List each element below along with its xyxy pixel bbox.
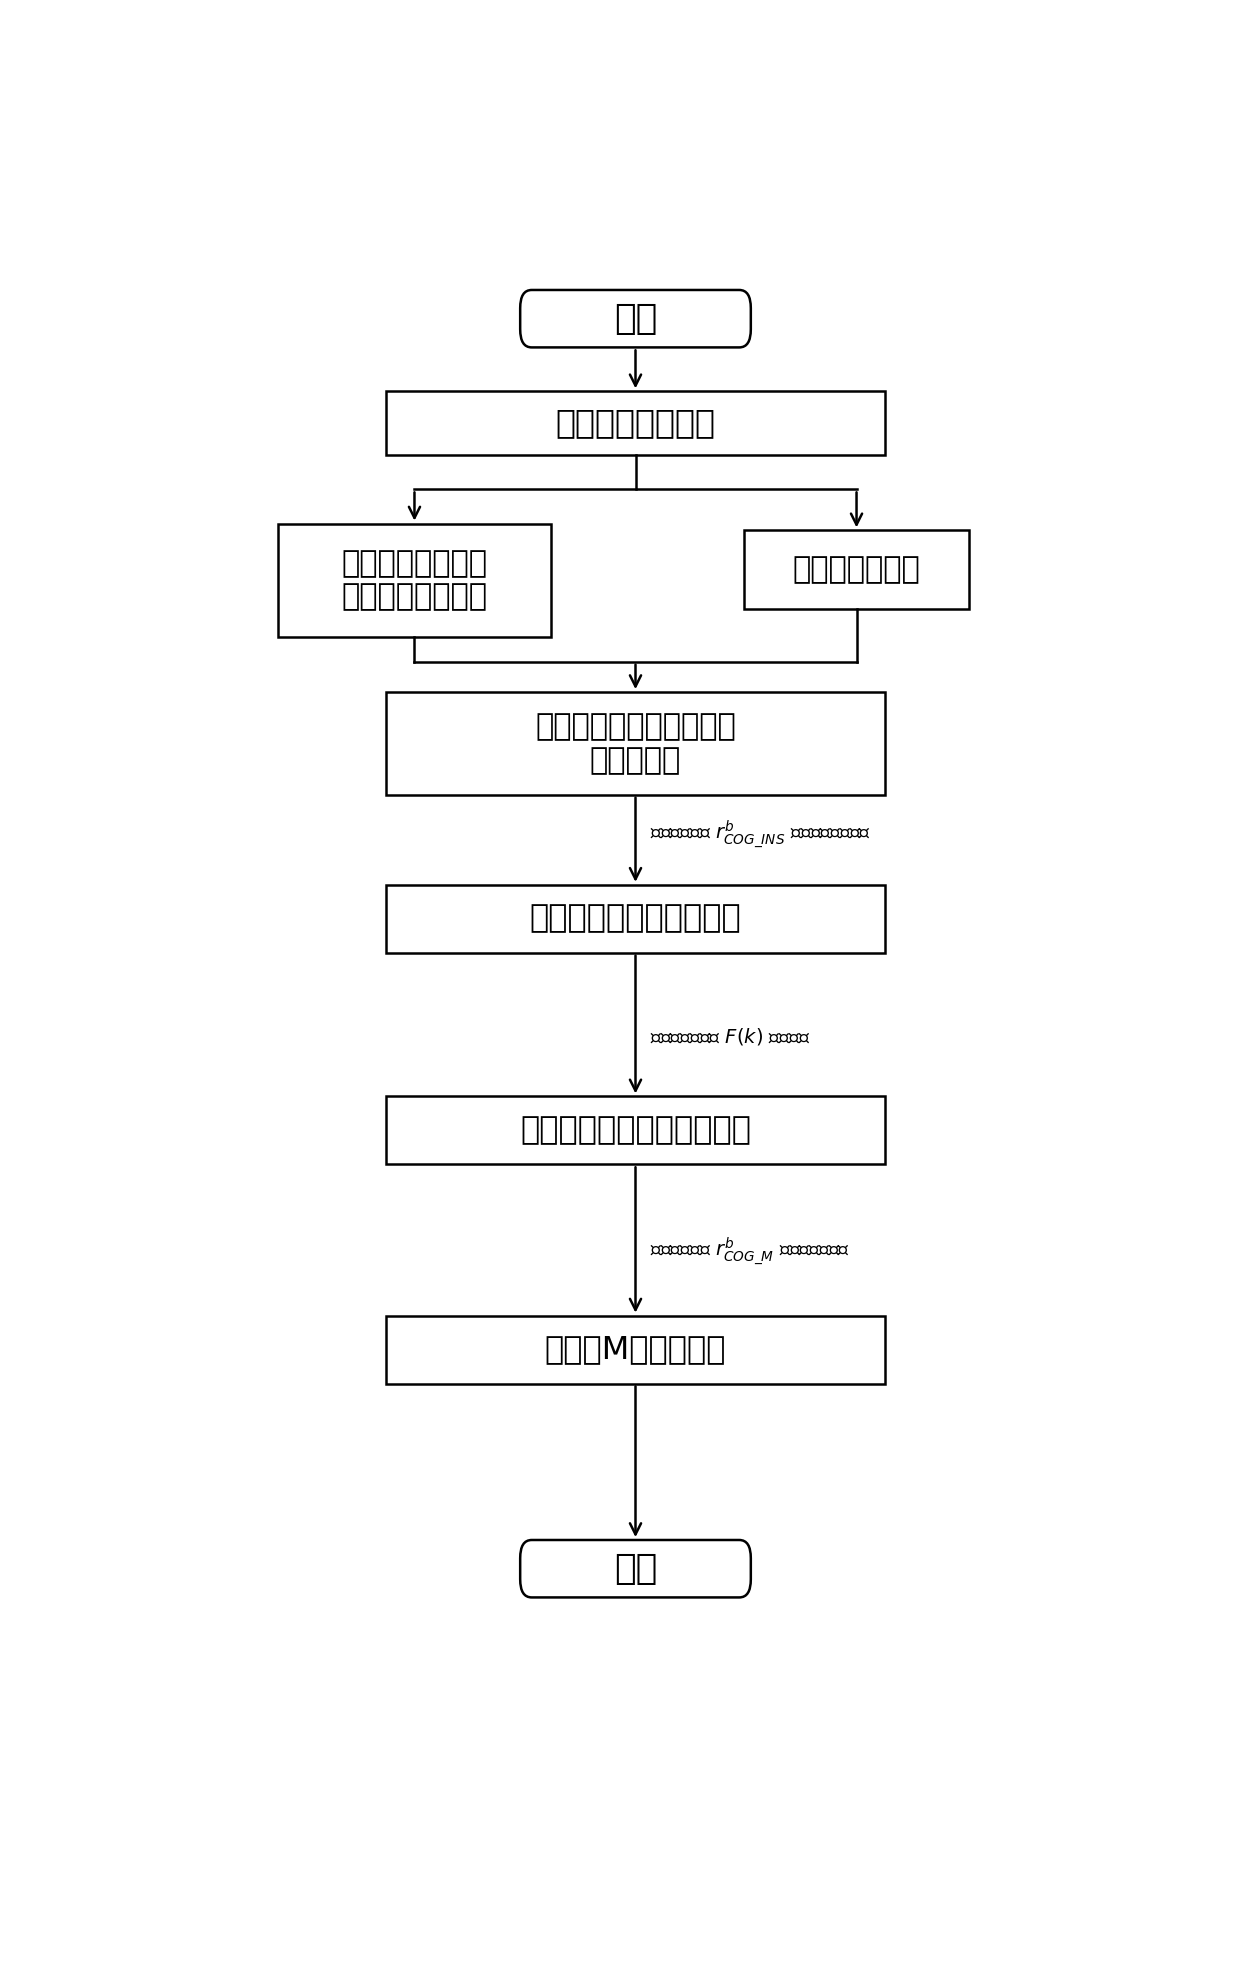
Bar bbox=[278, 524, 552, 636]
Bar bbox=[744, 530, 970, 609]
Text: 补偿杆臂误差 $r^b_{COG\_M}$ 导致的升沉信息: 补偿杆臂误差 $r^b_{COG\_M}$ 导致的升沉信息 bbox=[650, 1235, 849, 1266]
Text: 给定初始导航参数: 给定初始导航参数 bbox=[556, 406, 715, 440]
Text: 重力中心处的升沉位移信息: 重力中心处的升沉位移信息 bbox=[520, 1115, 751, 1146]
Text: 开始: 开始 bbox=[614, 302, 657, 336]
FancyBboxPatch shape bbox=[521, 1541, 751, 1598]
Text: 重力中心处的升沉加速度: 重力中心处的升沉加速度 bbox=[529, 903, 742, 934]
Bar bbox=[386, 1315, 885, 1384]
Text: 经过升沉滤波器 $F(k)$ 滤波处理: 经过升沉滤波器 $F(k)$ 滤波处理 bbox=[650, 1027, 810, 1046]
Bar bbox=[386, 1097, 885, 1164]
Bar bbox=[386, 693, 885, 795]
Text: 载体坐标系与半固
定坐标系关系矩阵: 载体坐标系与半固 定坐标系关系矩阵 bbox=[341, 550, 487, 612]
Text: 结束: 结束 bbox=[614, 1551, 657, 1586]
Bar bbox=[386, 885, 885, 952]
Text: 观测点M处升沉信息: 观测点M处升沉信息 bbox=[544, 1335, 727, 1364]
Text: 补偿杆臂误差 $r^b_{COG\_INS}$ 导致的干扰加速度: 补偿杆臂误差 $r^b_{COG\_INS}$ 导致的干扰加速度 bbox=[650, 819, 870, 850]
FancyBboxPatch shape bbox=[521, 291, 751, 347]
Text: 捷联惯导系统安装点处的
升沉加速度: 捷联惯导系统安装点处的 升沉加速度 bbox=[536, 713, 735, 775]
Bar bbox=[386, 391, 885, 455]
Text: 加速度计的输出: 加速度计的输出 bbox=[792, 556, 920, 585]
